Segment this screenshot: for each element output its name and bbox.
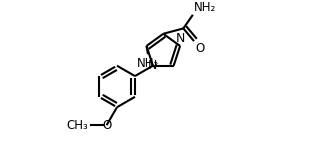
Text: NH₂: NH₂ bbox=[194, 1, 216, 14]
Text: O: O bbox=[195, 42, 204, 55]
Text: N: N bbox=[148, 59, 157, 72]
Text: O: O bbox=[102, 119, 111, 132]
Text: N: N bbox=[175, 32, 185, 45]
Text: NH₂: NH₂ bbox=[137, 57, 159, 70]
Text: CH₃: CH₃ bbox=[66, 119, 88, 132]
